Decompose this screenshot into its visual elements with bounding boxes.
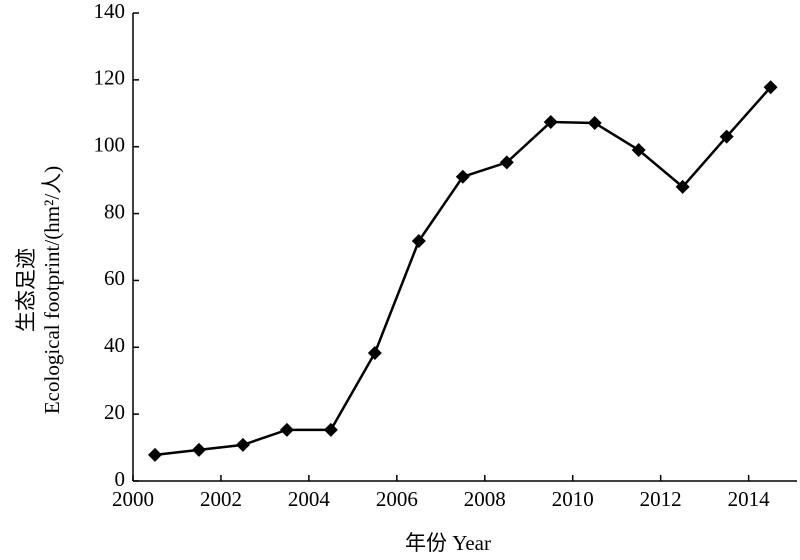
- data-point: [147, 447, 162, 462]
- x-tick-label: 2006: [376, 487, 418, 511]
- data-point: [587, 115, 602, 130]
- data-point: [367, 345, 382, 360]
- x-tick-label: 2014: [728, 487, 771, 511]
- data-point: [191, 442, 206, 457]
- data-point: [323, 422, 338, 437]
- x-tick-label: 2010: [552, 487, 594, 511]
- x-tick-label: 2000: [112, 487, 154, 511]
- y-tick-label: 120: [94, 66, 126, 90]
- y-tick-label: 0: [115, 467, 126, 491]
- x-tick-label: 2002: [200, 487, 242, 511]
- data-point: [279, 422, 294, 437]
- x-tick-label: 2008: [464, 487, 506, 511]
- data-point: [675, 179, 690, 194]
- data-point: [235, 437, 250, 452]
- y-tick-label: 20: [104, 400, 125, 424]
- x-axis-label: 年份 Year: [405, 531, 491, 555]
- data-point: [499, 155, 514, 170]
- data-point: [543, 114, 558, 129]
- y-axis-label: 生态足迹: [14, 248, 38, 332]
- y-tick-label: 60: [104, 266, 125, 290]
- data-line: [154, 86, 772, 457]
- data-point: [631, 143, 646, 158]
- y-tick-label: 40: [104, 333, 125, 357]
- x-tick-label: 2004: [288, 487, 331, 511]
- x-tick-label: 2012: [640, 487, 682, 511]
- data-point: [719, 129, 734, 144]
- data-point: [411, 233, 426, 248]
- y-axis-label: Ecological footprint/(hm²/人): [40, 166, 64, 414]
- y-tick-label: 140: [94, 0, 126, 23]
- y-tick-label: 80: [104, 199, 125, 223]
- data-point: [763, 80, 778, 95]
- data-point: [455, 169, 470, 184]
- y-tick-label: 100: [94, 133, 126, 157]
